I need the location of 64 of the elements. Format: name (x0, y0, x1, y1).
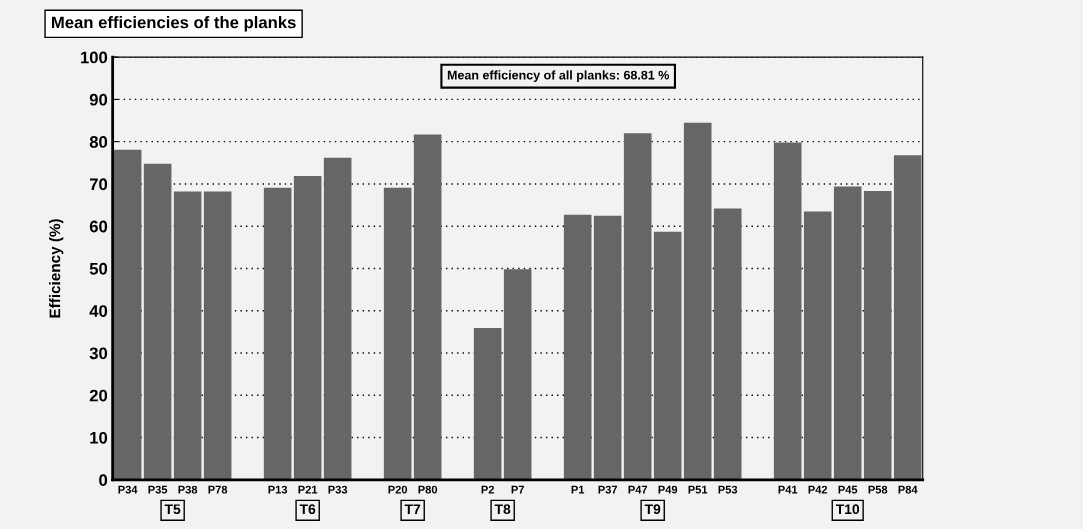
text: T5 (164, 504, 181, 515)
x-tick-label: P58 (868, 485, 888, 494)
x-tick-label: P33 (328, 485, 348, 494)
bar (833, 186, 862, 480)
bar (143, 163, 172, 480)
y-tick-label: 90 (89, 93, 108, 106)
x-tick-label: P35 (148, 485, 168, 494)
y-tick-label: 30 (89, 347, 108, 360)
bar (683, 122, 712, 480)
y-tick-label: 50 (89, 262, 108, 275)
bar (263, 187, 292, 480)
bar (293, 175, 322, 480)
x-tick-label: P80 (418, 485, 438, 494)
text: T7 (404, 504, 421, 514)
x-tick-label: P78 (208, 485, 228, 494)
x-tick-label: P20 (388, 485, 408, 494)
bar (113, 149, 142, 480)
y-axis-title: Efficiency (%) (49, 219, 64, 318)
bar (563, 214, 592, 480)
x-tick-label: P34 (118, 485, 138, 494)
x-tick-label: P51 (688, 485, 708, 494)
x-tick-label: P7 (511, 485, 524, 494)
y-tick-label: 20 (89, 389, 108, 402)
bar (893, 155, 922, 480)
bar (503, 269, 532, 480)
y-tick-label: 60 (89, 220, 108, 233)
bar (413, 134, 442, 480)
x-tick-label: P45 (838, 485, 858, 494)
x-tick-label: P21 (298, 485, 318, 494)
bar (593, 215, 622, 480)
text: T8 (494, 504, 511, 515)
bar (623, 133, 652, 480)
x-tick-label: P53 (718, 485, 738, 494)
bar (473, 328, 502, 480)
x-tick-label: P49 (658, 485, 678, 494)
bar (803, 211, 832, 480)
x-tick-label: P41 (778, 485, 798, 494)
x-tick-label: P13 (268, 485, 288, 494)
annotation: Mean efficiency of all planks: 68.81 % (447, 70, 670, 82)
text: T6 (299, 504, 316, 515)
y-tick-label: 80 (89, 136, 108, 148)
bar (323, 157, 352, 480)
y-tick-label: 70 (89, 178, 108, 191)
text: T9 (644, 504, 661, 515)
x-tick-label: P38 (178, 485, 198, 494)
y-tick-label: 100 (81, 51, 108, 64)
text: T10 (835, 504, 860, 515)
bar (203, 191, 232, 480)
bar (773, 142, 802, 480)
x-tick-label: P47 (628, 485, 648, 494)
x-tick-label: P2 (481, 485, 495, 494)
x-tick-label: P37 (598, 485, 618, 494)
x-tick-label: P1 (571, 485, 585, 494)
bar (383, 187, 412, 480)
bar (863, 191, 892, 480)
y-tick-label: 0 (99, 474, 108, 487)
x-tick-label: P84 (898, 485, 918, 494)
y-tick-label: 10 (90, 431, 108, 444)
x-tick-label: P42 (808, 485, 828, 494)
bar (653, 231, 682, 480)
y-tick-label: 40 (89, 305, 108, 317)
chart-title: Mean efficiencies of the planks (52, 16, 296, 32)
bar (173, 191, 202, 480)
bar (713, 208, 742, 480)
